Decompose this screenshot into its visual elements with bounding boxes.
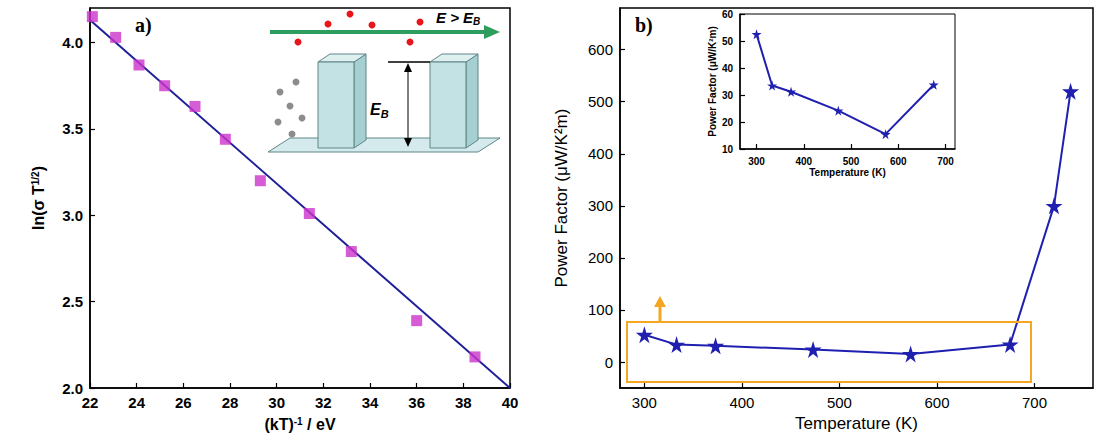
svg-text:10: 10 bbox=[722, 144, 734, 155]
svg-text:700: 700 bbox=[937, 156, 954, 167]
svg-text:B: B bbox=[473, 16, 480, 27]
svg-text:30: 30 bbox=[722, 90, 734, 101]
svg-text:400: 400 bbox=[588, 145, 613, 162]
svg-text:50: 50 bbox=[722, 36, 734, 47]
svg-text:28: 28 bbox=[222, 394, 239, 411]
svg-text:500: 500 bbox=[827, 394, 852, 411]
svg-text:500: 500 bbox=[588, 93, 613, 110]
svg-text:1/2: 1/2 bbox=[30, 171, 41, 185]
svg-text:60: 60 bbox=[722, 9, 734, 20]
svg-text:32: 32 bbox=[315, 394, 332, 411]
svg-text:600: 600 bbox=[890, 156, 907, 167]
svg-text:b): b) bbox=[635, 14, 653, 37]
svg-text:40: 40 bbox=[722, 63, 734, 74]
svg-text:20: 20 bbox=[722, 117, 734, 128]
svg-text:26: 26 bbox=[175, 394, 192, 411]
svg-text:E > E: E > E bbox=[436, 9, 474, 26]
svg-text:Temperature (K): Temperature (K) bbox=[809, 167, 886, 178]
svg-text:a): a) bbox=[135, 14, 152, 37]
svg-text:36: 36 bbox=[408, 394, 425, 411]
svg-text:3.5: 3.5 bbox=[62, 120, 83, 137]
svg-text:E: E bbox=[370, 101, 381, 118]
svg-text:400: 400 bbox=[729, 394, 754, 411]
svg-text:Power Factor (μW/K²m): Power Factor (μW/K²m) bbox=[707, 26, 718, 137]
svg-text:500: 500 bbox=[843, 156, 860, 167]
svg-text:300: 300 bbox=[588, 197, 613, 214]
svg-text:38: 38 bbox=[455, 394, 472, 411]
svg-text:4.0: 4.0 bbox=[62, 34, 83, 51]
svg-text:700: 700 bbox=[1022, 394, 1047, 411]
svg-text:30: 30 bbox=[268, 394, 285, 411]
svg-text:3.0: 3.0 bbox=[62, 207, 83, 224]
svg-text:34: 34 bbox=[362, 394, 379, 411]
svg-text:300: 300 bbox=[748, 156, 765, 167]
svg-text:300: 300 bbox=[632, 394, 657, 411]
svg-text:2.5: 2.5 bbox=[62, 293, 83, 310]
svg-text:400: 400 bbox=[795, 156, 812, 167]
svg-text:100: 100 bbox=[588, 301, 613, 318]
svg-text:600: 600 bbox=[924, 394, 949, 411]
svg-text:B: B bbox=[381, 108, 389, 120]
svg-text:2.0: 2.0 bbox=[62, 380, 83, 397]
svg-text:22: 22 bbox=[82, 394, 99, 411]
svg-text:Temperature (K): Temperature (K) bbox=[795, 414, 918, 433]
svg-text:(kT): (kT) bbox=[264, 416, 293, 433]
svg-text:24: 24 bbox=[128, 394, 145, 411]
svg-text:200: 200 bbox=[588, 249, 613, 266]
svg-text:40: 40 bbox=[502, 394, 519, 411]
svg-text:Power Factor (μW/K²m): Power Factor (μW/K²m) bbox=[552, 109, 571, 288]
svg-text:0: 0 bbox=[605, 354, 613, 371]
svg-text:ln(σ T: ln(σ T bbox=[30, 185, 47, 230]
svg-text:/ eV: / eV bbox=[303, 416, 336, 433]
svg-text:600: 600 bbox=[588, 41, 613, 58]
svg-text:): ) bbox=[30, 166, 47, 171]
svg-text:-1: -1 bbox=[293, 415, 303, 427]
